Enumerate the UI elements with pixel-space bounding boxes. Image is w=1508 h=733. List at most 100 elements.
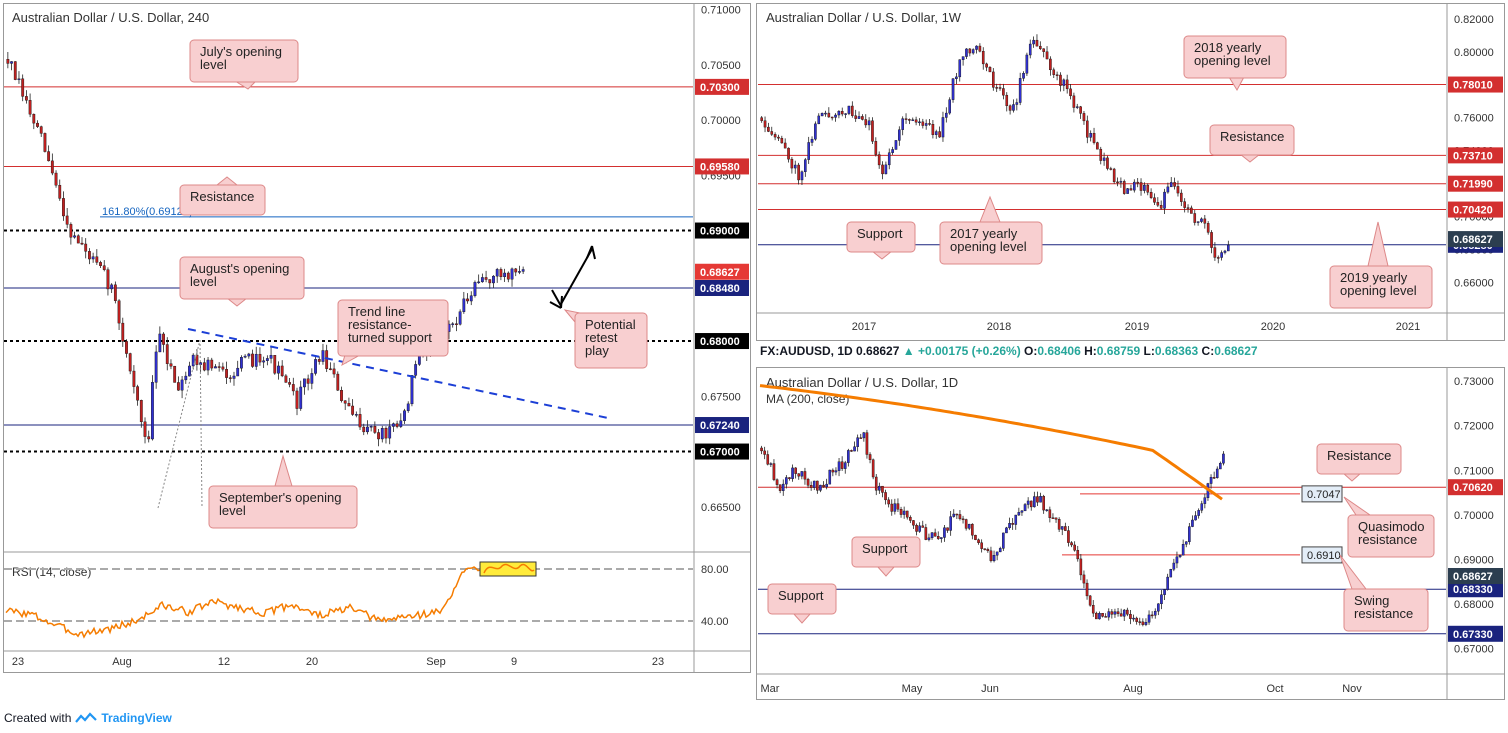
candle-1w-candle (951, 78, 955, 100)
candle-1d-candle (1002, 532, 1005, 549)
price-tick-label: 0.76000 (1454, 113, 1494, 125)
candle-240-candle (414, 364, 418, 376)
callout-potential-retest-box (574, 312, 648, 369)
candle-1d-candle (843, 462, 847, 469)
candle-1d-candle (800, 471, 804, 477)
current-price-label: 0.68627 (700, 267, 740, 279)
ohlc-h-label: H: (1084, 344, 1097, 358)
candle-1w-candle (1173, 182, 1176, 187)
candle-240-candle (265, 358, 269, 361)
callout-swing-resistance-label: resistance (1354, 606, 1413, 621)
candle-1d-candle (930, 532, 934, 539)
price-tick-label: 0.68000 (1454, 599, 1494, 611)
candle-1d-candle (1020, 510, 1024, 513)
level-tag-label: 0.70300 (700, 82, 740, 94)
candle-240-group (6, 51, 525, 447)
candle-1d-candle (856, 437, 859, 447)
candle-1d-group (760, 429, 1225, 627)
candle-240-candle (132, 370, 136, 387)
candle-1d-candle (1048, 509, 1052, 518)
candle-1d-candle (1212, 477, 1216, 479)
candle-1d-candle (933, 532, 937, 537)
price-tick-label: 0.80000 (1454, 47, 1494, 59)
candle-1w-candle (837, 111, 841, 116)
candle-1w-candle (817, 115, 821, 125)
candle-1d-candle (1054, 517, 1058, 520)
footer-brand[interactable]: TradingView (101, 711, 172, 725)
level-tag-label: 0.67000 (700, 447, 740, 459)
candle-240-candle (362, 426, 366, 433)
candle-1d-candle (840, 461, 844, 469)
callout-quasimodo-label: resistance (1358, 532, 1417, 547)
candle-240-candle (377, 432, 380, 440)
current-price-tag (695, 263, 749, 280)
candle-240-candle (36, 122, 39, 127)
callout-trend-line-label: turned support (348, 330, 432, 345)
candle-1d-candle (1026, 500, 1030, 505)
candle-1d-candle (884, 492, 887, 501)
candle-1w-candle (1180, 192, 1183, 202)
candle-240-candle (84, 243, 88, 252)
candle-240-candle (499, 269, 503, 278)
candle-1w-candle (1082, 113, 1086, 122)
candle-240-candle (310, 373, 314, 384)
candle-1w-candle (1012, 104, 1015, 111)
candle-1d-candle (921, 525, 925, 528)
candle-240-candle (240, 357, 243, 369)
x-tick-label: 23 (652, 656, 664, 668)
candle-240-candle (317, 359, 321, 362)
candle-1d-candle (1116, 611, 1120, 614)
candle-1w-candle (914, 119, 918, 123)
candle-1w-candle (760, 117, 763, 121)
candle-1w-candle (1193, 213, 1197, 223)
candle-1w-candle (901, 118, 904, 130)
candle-1w-candle (857, 116, 861, 119)
callout-support-1d-upper-label: Support (862, 541, 908, 556)
candle-240-candle (369, 426, 373, 428)
candle-1w-candle (800, 171, 804, 181)
candle-1w-candle (1069, 88, 1072, 97)
candle-240-candle (195, 354, 199, 365)
candle-1d-candle (986, 549, 990, 552)
candle-1w-candle (1183, 201, 1186, 208)
candle-1d-candle (980, 542, 983, 549)
callout-trend-line-label: Trend line (348, 304, 405, 319)
candle-1w-candle (908, 119, 911, 121)
candle-240-candle (347, 403, 351, 407)
candle-1w-group (760, 34, 1230, 264)
candle-1d-candle (1119, 613, 1123, 617)
candle-1w-candle (1213, 247, 1217, 258)
candle-1w-candle (1042, 48, 1045, 52)
candle-240-candle (180, 379, 184, 391)
callout-trend-line-label: resistance- (348, 317, 412, 332)
candle-1w-candle (810, 138, 814, 143)
candle-1w-candle (1210, 232, 1213, 248)
level-tag-label: 0.68330 (1453, 584, 1493, 596)
candle-1d-candle (1132, 617, 1135, 620)
candle-240-candle (121, 322, 125, 342)
callout-quasimodo-label: Quasimodo (1358, 519, 1424, 534)
candle-240-candle (225, 369, 228, 378)
candle-1w-candle (1075, 106, 1079, 108)
ohlc-up-arrow-icon: ▲ (903, 344, 918, 358)
callout-potential-retest-label: Potential (585, 317, 636, 332)
candle-1d-candle (1209, 477, 1213, 484)
candle-1w-candle (793, 164, 797, 169)
candle-240-candle (384, 428, 388, 439)
level-tag-label: 0.69000 (700, 226, 740, 238)
ohlc-close: 0.68627 (856, 344, 903, 358)
callout-2017-yearly-label: 2017 yearly (950, 226, 1018, 241)
candle-1w-candle (1186, 207, 1190, 209)
candle-240-candle (10, 61, 13, 64)
candle-1w-candle (814, 123, 817, 140)
candle-1d-candle (1157, 603, 1160, 612)
candle-240-candle (243, 355, 247, 358)
candle-1d-candle (1147, 614, 1151, 623)
level-tag-label: 0.68480 (700, 283, 740, 295)
candle-1w-candle (770, 131, 774, 135)
candle-1d-candle (989, 550, 993, 562)
candle-1d-candle (952, 513, 956, 517)
candle-1w-candle (1116, 181, 1119, 184)
fib-guide-line (199, 339, 203, 509)
candle-240-candle (221, 366, 225, 370)
